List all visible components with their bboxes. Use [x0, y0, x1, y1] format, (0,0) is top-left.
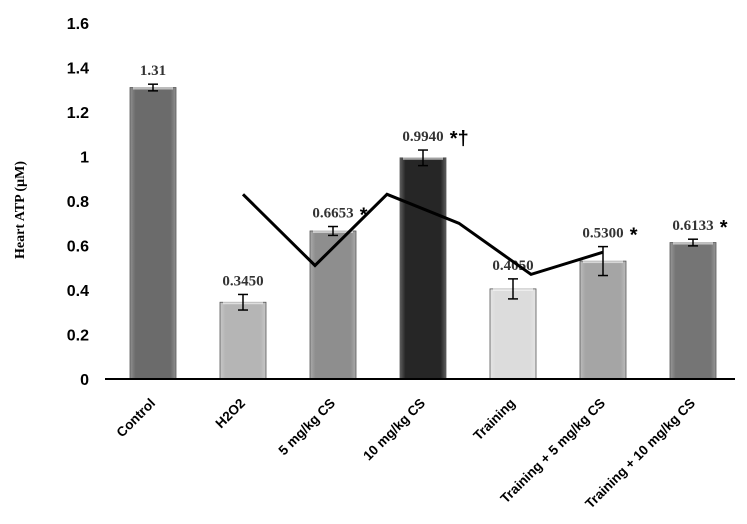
- error-bar: [688, 238, 698, 247]
- data-label: 0.9940: [402, 129, 443, 145]
- bar: [579, 260, 627, 380]
- y-tick-label: 0.6: [67, 239, 89, 256]
- trend-line: [241, 192, 604, 277]
- bar: [219, 301, 267, 380]
- significance-marker: *: [630, 225, 638, 247]
- y-tick-label: 0.2: [67, 328, 89, 345]
- y-tick-label: 0.4: [67, 283, 89, 300]
- data-label: 0.6653: [312, 206, 353, 222]
- bar: [309, 230, 357, 380]
- error-bar: [598, 245, 608, 277]
- y-tick-label: 1: [80, 150, 89, 167]
- significance-marker: *†: [450, 128, 469, 150]
- error-bar: [328, 225, 338, 237]
- y-axis-label: Heart ATP (µM): [13, 161, 28, 259]
- error-bar: [508, 278, 518, 300]
- error-bar: [238, 293, 248, 311]
- data-label: 0.6133: [672, 218, 713, 234]
- x-tick-label: Control: [114, 396, 159, 441]
- x-tick-labels: Control H2O2 5 mg/kg CS 10 mg/kg CS Training…: [114, 396, 699, 512]
- y-tick-label: 0.8: [67, 194, 89, 211]
- x-tick-label: Training: [470, 396, 518, 444]
- error-bars: [148, 83, 698, 311]
- significance-marker: *: [720, 217, 728, 239]
- y-tick-label: 1.2: [67, 105, 89, 122]
- bar: [399, 157, 447, 380]
- bar: [489, 288, 537, 380]
- x-tick-label: Training + 5 mg/kg CS: [498, 396, 609, 507]
- y-tick-labels: 0 0.2 0.4 0.6 0.8 1 1.2 1.4 1.6: [67, 16, 89, 389]
- x-tick-label: 10 mg/kg CS: [360, 396, 428, 464]
- error-bar: [418, 149, 428, 167]
- data-label: 1.31: [140, 63, 166, 79]
- x-tick-label: 5 mg/kg CS: [276, 396, 339, 459]
- error-bar: [148, 83, 158, 92]
- bar: [669, 242, 717, 380]
- x-tick-label: H2O2: [213, 396, 249, 432]
- data-label: 0.3450: [222, 273, 263, 289]
- y-tick-label: 1.4: [67, 61, 89, 78]
- y-tick-label: 0: [80, 372, 89, 389]
- bar: [129, 87, 177, 380]
- y-tick-label: 1.6: [67, 16, 89, 33]
- data-label: 0.5300: [582, 226, 623, 242]
